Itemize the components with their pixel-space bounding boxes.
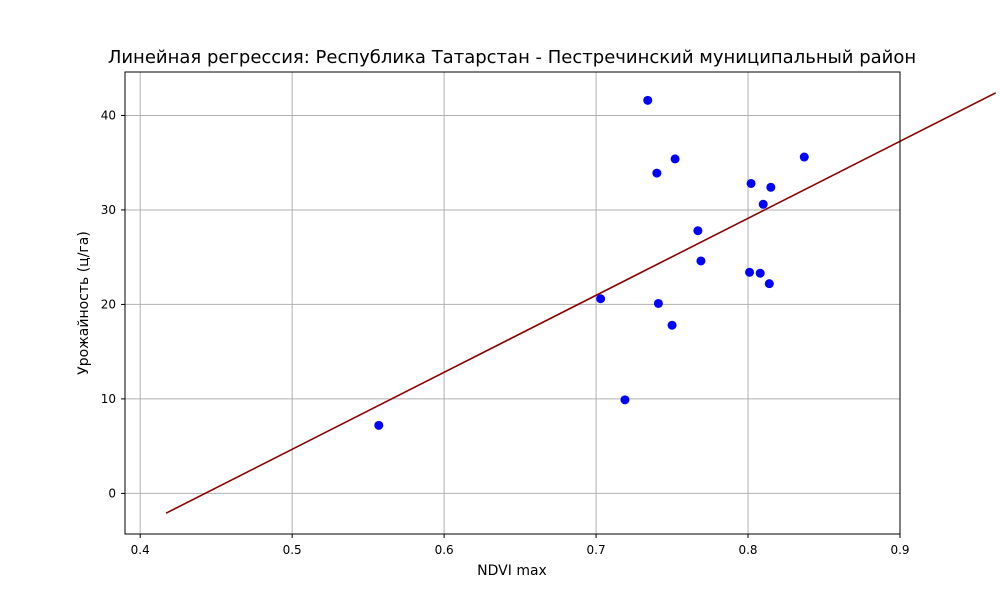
plot-frame <box>124 71 901 535</box>
scatter-point <box>653 298 663 308</box>
scatter-point <box>596 294 606 304</box>
scatter-point <box>755 268 765 278</box>
y-tick-label: 20 <box>101 297 116 311</box>
regression-line <box>165 92 997 514</box>
scatter-point <box>696 256 706 266</box>
scatter-point <box>758 199 768 209</box>
x-tick-label: 0.5 <box>283 543 302 557</box>
grid <box>125 72 901 534</box>
x-tick-label: 0.9 <box>890 543 909 557</box>
scatter-point <box>799 152 809 162</box>
scatter-point <box>745 267 755 277</box>
scatter-points <box>374 95 809 430</box>
y-axis-ticks: 0 10 20 30 40 <box>101 108 125 500</box>
y-tick-label: 40 <box>101 108 116 122</box>
scatter-point <box>652 168 662 178</box>
scatter-point <box>693 226 703 236</box>
scatter-point <box>670 154 680 164</box>
scatter-point <box>667 320 677 330</box>
y-tick-label: 30 <box>101 203 116 217</box>
x-axis-label: NDVI max <box>477 563 547 579</box>
regression-line-layer <box>165 92 997 514</box>
y-tick-label: 0 <box>108 486 116 500</box>
x-tick-label: 0.6 <box>435 543 454 557</box>
y-tick-label: 10 <box>101 392 116 406</box>
scatter-point <box>764 279 774 289</box>
scatter-point <box>620 395 630 405</box>
scatter-point <box>766 182 776 192</box>
scatter-point <box>374 420 384 430</box>
x-tick-label: 0.8 <box>738 543 757 557</box>
x-axis-ticks: 0.4 0.5 0.6 0.7 0.8 0.9 <box>131 534 910 557</box>
chart-title: Линейная регрессия: Республика Татарстан… <box>108 47 916 68</box>
scatter-point <box>746 178 756 188</box>
x-tick-label: 0.7 <box>587 543 606 557</box>
scatter-point <box>643 95 653 105</box>
x-tick-label: 0.4 <box>131 543 150 557</box>
y-axis-label: Урожайность (ц/га) <box>76 231 92 375</box>
